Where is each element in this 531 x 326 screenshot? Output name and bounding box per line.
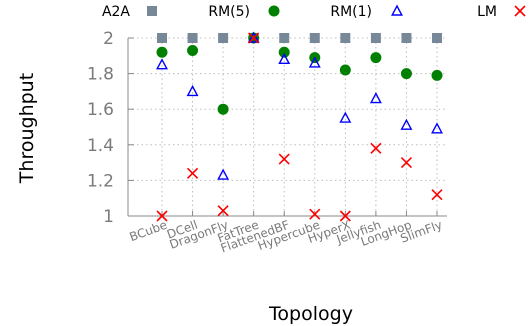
point-a2a-bcube [157,33,167,43]
point-lm-dcell [186,167,199,179]
point-rm5-jellyfish [370,52,382,64]
legend-marker-rm1 [391,4,403,16]
point-rm5-dcell [187,44,199,56]
point-a2a-hyperx [340,33,351,43]
y-tick-label: 1.4 [87,136,114,156]
grid-lines [128,37,447,217]
point-lm-fattree [248,32,260,44]
point-rm1-longhop [400,118,413,130]
point-rm5-longhop [400,68,412,80]
y-tick-label: 1.6 [87,100,114,120]
point-lm-hyperx [339,210,351,222]
y-tick-label: 1.8 [87,65,114,85]
point-rm5-flattenedbf [278,46,290,58]
point-a2a-slimfly [432,33,442,43]
point-a2a-dragonfly [218,33,229,43]
point-a2a-longhop [401,33,412,43]
point-a2a-jellyfish [370,33,381,43]
point-rm5-slimfly [431,69,443,81]
point-lm-slimfly [431,189,443,201]
point-rm1-dragonfly [217,168,230,180]
point-rm5-hyperx [339,64,351,76]
point-rm1-dcell [186,84,199,97]
point-lm-jellyfish [370,142,382,154]
y-axis-title: Throughput [16,73,38,184]
y-tick-label: 1.2 [87,171,114,191]
legend-marker-rm5 [268,5,280,17]
point-rm1-slimfly [431,122,443,134]
point-rm5-bcube [156,46,168,58]
axes [127,37,447,217]
point-rm1-fattree [247,31,260,43]
x-axis-title: Topology [268,303,353,325]
point-lm-longhop [400,157,413,169]
legend-label-rm5: RM(5) [208,4,250,20]
legend-label-lm: LM [477,4,497,20]
point-rm5-dragonfly [217,103,229,115]
y-tick-label: 1 [103,207,114,227]
point-a2a-dcell [187,33,198,43]
x-tick-labels: BCubeDCellDragonFlyFatTreeFlattenedBFHyp… [128,218,444,256]
x-tick-label: BCube [128,218,169,244]
point-rm1-hypercube [308,56,321,68]
legend-label-a2a: A2A [102,4,130,20]
legend-marker-a2a [147,6,157,16]
point-lm-bcube [156,210,168,222]
point-rm1-flattenedbf [278,52,291,65]
point-lm-flattenedbf [278,153,290,165]
point-rm1-bcube [156,58,168,70]
point-a2a-flattenedbf [279,33,290,43]
point-rm1-hyperx [339,111,352,123]
point-a2a-hypercube [309,33,320,43]
point-rm1-jellyfish [369,92,382,104]
legend-marker-lm [514,5,526,17]
series-markers [156,31,443,222]
y-tick-labels: 1 1.2 1.4 1.6 1.8 2 [87,29,114,227]
point-lm-dragonfly [217,205,229,217]
point-lm-hypercube [309,208,321,220]
legend: A2A RM(5) RM(1) LM [102,4,526,20]
legend-label-rm1: RM(1) [330,4,372,20]
y-tick-label: 2 [103,29,114,49]
